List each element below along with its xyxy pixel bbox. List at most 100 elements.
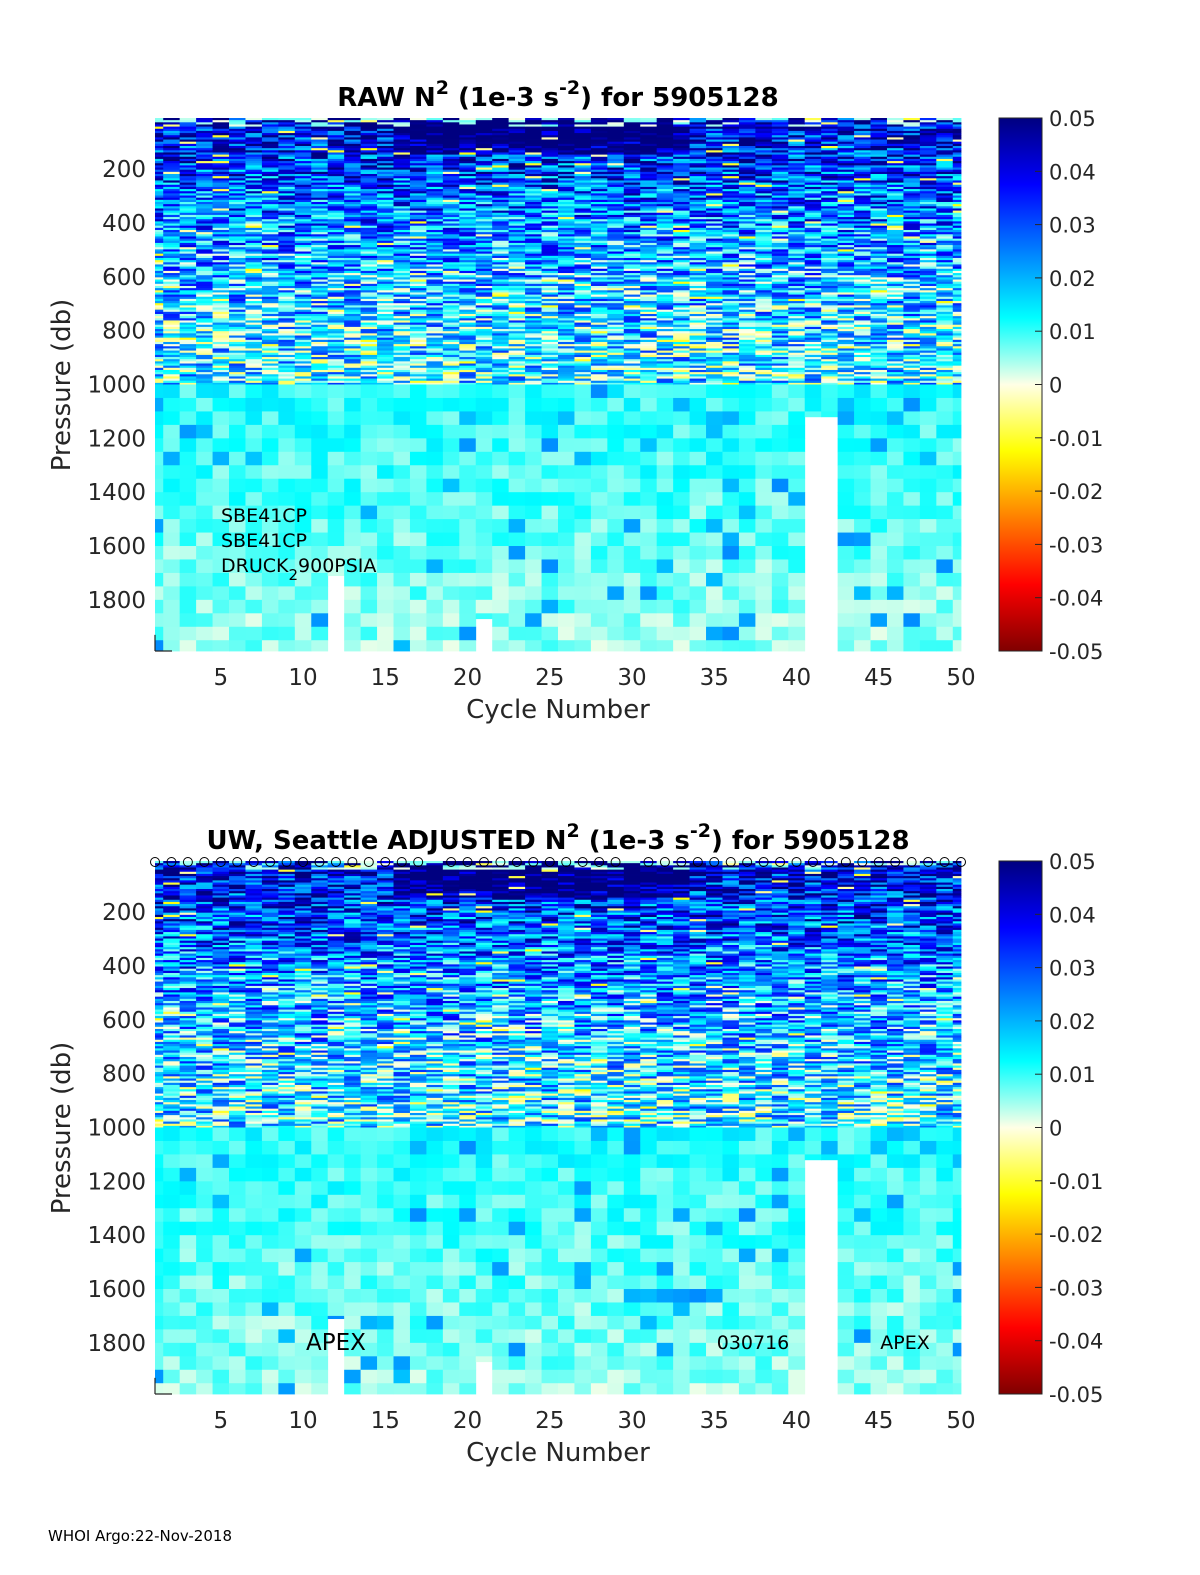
qc-marker — [446, 857, 457, 867]
colorbar-ticks: 0.05 0.04 0.03 0.02 0.01 0 -0.01 -0.02 -0.03 -0.0… — [1035, 107, 1103, 664]
colorbar-tick-label: 0.02 — [1049, 267, 1096, 291]
qc-marker — [298, 857, 309, 867]
qc-marker — [840, 857, 851, 867]
colorbar-tick-label: -0.02 — [1049, 1223, 1103, 1247]
colorbar — [998, 860, 1043, 1395]
y-tick-label: 1600 — [87, 1277, 146, 1303]
x-tick-label: 50 — [946, 1408, 975, 1434]
qc-marker — [824, 857, 835, 867]
qc-marker — [248, 857, 259, 867]
qc-marker — [495, 857, 506, 867]
qc-marker — [709, 857, 720, 867]
qc-marker — [890, 857, 901, 867]
y-tick-label: 1200 — [87, 1169, 146, 1195]
qc-marker — [544, 857, 555, 867]
y-tick-label: 200 — [102, 157, 146, 183]
colorbar-tick-label: 0.05 — [1049, 850, 1096, 874]
qc-marker — [561, 857, 572, 867]
qc-marker — [478, 857, 489, 867]
qc-marker — [643, 857, 654, 867]
x-tick-label: 40 — [782, 1408, 811, 1434]
qc-marker — [528, 857, 539, 867]
colorbar-tick-label: 0.05 — [1049, 107, 1096, 131]
y-tick-label: 800 — [102, 1062, 146, 1088]
qc-marker — [281, 857, 292, 867]
colorbar-tick-label: 0 — [1049, 1117, 1062, 1141]
y-axis-label: Pressure (db) — [47, 299, 77, 472]
qc-markers — [150, 857, 966, 867]
x-tick-label: 15 — [371, 665, 400, 691]
sensor-label-3: DRUCK2900PSIA — [221, 555, 376, 584]
qc-marker — [150, 857, 160, 867]
heatmap-cells — [155, 861, 962, 1395]
colorbar-tick-label: -0.04 — [1049, 587, 1103, 611]
x-axis-label: Cycle Number — [466, 695, 650, 725]
y-tick-label: 1400 — [87, 480, 146, 506]
colorbar-ticks: 0.05 0.04 0.03 0.02 0.01 0 -0.01 -0.02 -0.03 -0.0… — [1035, 850, 1103, 1407]
x-tick-label: 40 — [782, 665, 811, 691]
footer-credit: WHOI Argo:22-Nov-2018 — [48, 1527, 232, 1545]
qc-marker — [577, 857, 588, 867]
x-axis-label: Cycle Number — [466, 1438, 650, 1468]
qc-marker — [659, 857, 670, 867]
platform-label-right: APEX — [880, 1332, 929, 1354]
qc-marker — [363, 857, 374, 867]
qc-marker — [380, 857, 391, 867]
y-tick-label: 1600 — [87, 534, 146, 560]
y-tick-label: 1800 — [87, 1331, 146, 1357]
x-tick-label: 25 — [535, 1408, 564, 1434]
x-tick-label: 5 — [213, 1408, 228, 1434]
colorbar-tick-label: -0.02 — [1049, 480, 1103, 504]
colorbar-tick-label: 0.01 — [1049, 320, 1096, 344]
axes: 5 10 15 20 25 30 35 40 45 50 200 400 600 800 1000 1200 1… — [87, 900, 975, 1434]
qc-marker — [462, 857, 473, 867]
colorbar-tick-label: 0.01 — [1049, 1063, 1096, 1087]
chart-panel-adjusted: UW, Seattle ADJUSTED N2 (1e-3 s-2) for 5… — [47, 820, 1103, 1468]
colorbar-tick-label: -0.05 — [1049, 1383, 1103, 1407]
y-tick-label: 600 — [102, 1008, 146, 1034]
x-tick-label: 45 — [864, 665, 893, 691]
sensor-label-1: SBE41CP — [221, 505, 307, 527]
chart-panel-raw: RAW N2 (1e-3 s-2) for 5905128 5 10 15 20 25 3… — [47, 77, 1103, 725]
colorbar-tick-label: -0.01 — [1049, 1170, 1103, 1194]
x-tick-label: 30 — [617, 665, 646, 691]
qc-marker — [956, 857, 966, 867]
colorbar-tick-label: 0.03 — [1049, 214, 1096, 238]
qc-marker — [511, 857, 522, 867]
firmware-label: 030716 — [717, 1332, 790, 1354]
qc-marker — [594, 857, 605, 867]
qc-marker — [939, 857, 950, 867]
qc-marker — [199, 857, 210, 867]
platform-label-left: APEX — [306, 1330, 366, 1356]
heatmap-cells — [155, 118, 962, 652]
x-tick-label: 35 — [700, 1408, 729, 1434]
qc-marker — [413, 857, 424, 867]
qc-marker — [166, 857, 177, 867]
colorbar-tick-label: 0.04 — [1049, 160, 1096, 184]
colorbar-tick-label: -0.04 — [1049, 1330, 1103, 1354]
y-tick-label: 1000 — [87, 373, 146, 399]
x-tick-label: 45 — [864, 1408, 893, 1434]
y-tick-label: 600 — [102, 265, 146, 291]
y-tick-label: 1000 — [87, 1116, 146, 1142]
y-tick-label: 400 — [102, 954, 146, 980]
colorbar-tick-label: -0.01 — [1049, 427, 1103, 451]
colorbar-tick-label: 0.03 — [1049, 957, 1096, 981]
y-tick-label: 400 — [102, 211, 146, 237]
x-tick-label: 15 — [371, 1408, 400, 1434]
qc-marker — [791, 857, 802, 867]
qc-marker — [742, 857, 753, 867]
x-tick-label: 10 — [288, 1408, 317, 1434]
qc-marker — [676, 857, 687, 867]
sensor-label-2: SBE41CP — [221, 530, 307, 552]
chart-title: UW, Seattle ADJUSTED N2 (1e-3 s-2) for 5… — [206, 820, 909, 856]
colorbar-tick-label: 0.02 — [1049, 1010, 1096, 1034]
qc-marker — [725, 857, 736, 867]
y-tick-label: 1200 — [87, 426, 146, 452]
qc-marker — [873, 857, 884, 867]
y-tick-label: 1400 — [87, 1223, 146, 1249]
x-tick-label: 35 — [700, 665, 729, 691]
y-tick-label: 1800 — [87, 588, 146, 614]
qc-marker — [807, 857, 818, 867]
